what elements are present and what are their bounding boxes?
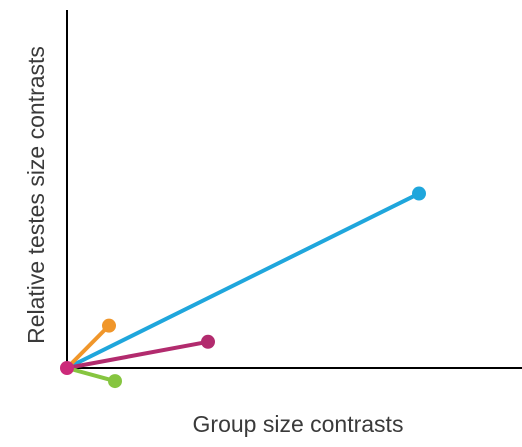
series-line-1	[65, 191, 421, 370]
series-line-2	[65, 323, 111, 370]
series-line-3	[65, 339, 210, 370]
y-axis-label: Relative testes size contrasts	[23, 46, 49, 344]
series-point-1	[412, 186, 426, 201]
x-axis-label: Group size contrasts	[193, 411, 404, 437]
series-point-2	[102, 318, 116, 333]
series-point-4	[108, 374, 122, 389]
series-point-3	[201, 334, 215, 349]
origin-point	[60, 361, 74, 375]
series-line-4	[65, 366, 117, 384]
chart-marks	[60, 186, 426, 389]
